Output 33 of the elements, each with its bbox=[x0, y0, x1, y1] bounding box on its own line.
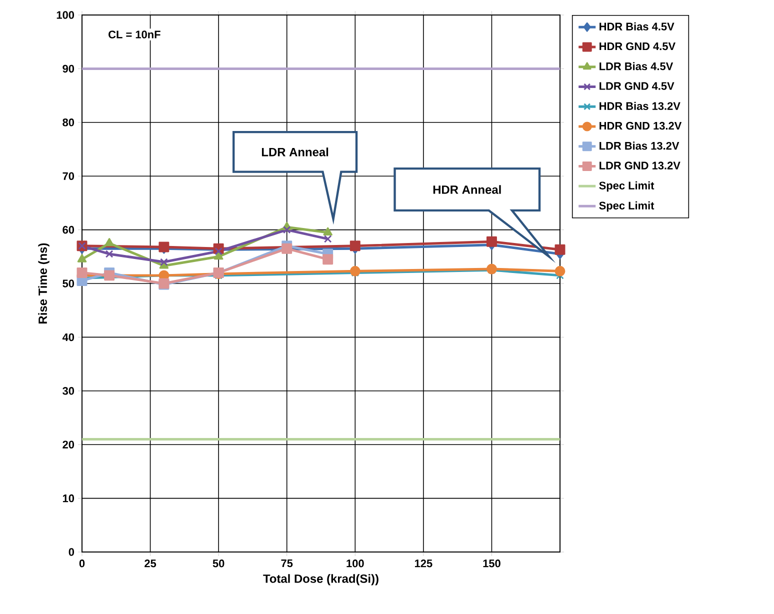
x-tick-label: 25 bbox=[144, 560, 156, 568]
legend-label: LDR Bias 4.5V bbox=[600, 62, 674, 70]
legend-label: HDR GND 4.5V bbox=[600, 42, 676, 50]
x-tick-label: 75 bbox=[281, 560, 293, 568]
y-tick-label: 60 bbox=[62, 226, 74, 234]
legend-label: HDR GND 13.2V bbox=[600, 122, 682, 130]
legend-label: LDR Bias 13.2V bbox=[600, 142, 680, 150]
annotation: CL = 10nF bbox=[108, 30, 160, 38]
x-tick-label: 150 bbox=[483, 560, 500, 568]
x-axis-title: Total Dose (krad(Si)) bbox=[263, 574, 378, 586]
y-tick-label: 80 bbox=[62, 118, 74, 126]
legend-label: HDR Bias 13.2V bbox=[600, 102, 680, 110]
y-tick-label: 100 bbox=[56, 11, 74, 19]
y-tick-label: 90 bbox=[62, 64, 74, 73]
y-tick-label: 50 bbox=[62, 280, 74, 288]
y-tick-label: 10 bbox=[62, 494, 74, 502]
y-tick-label: 40 bbox=[62, 333, 74, 342]
y-tick-label: 30 bbox=[62, 387, 74, 395]
legend-label: Spec Limit bbox=[599, 201, 654, 212]
y-tick-label: 20 bbox=[62, 440, 74, 448]
annotation: LDR Anneal bbox=[262, 148, 328, 156]
legend-label: LDR GND 13.2V bbox=[600, 162, 680, 170]
legend-label: Spec Limit bbox=[599, 181, 654, 192]
legend-label: HDR Bias 4.5V bbox=[600, 22, 674, 30]
x-tick-label: 100 bbox=[346, 560, 364, 568]
legend-label: LDR GND 4.5V bbox=[600, 82, 674, 90]
y-axis-title: Rise Time (ns) bbox=[38, 243, 50, 324]
x-tick-label: 50 bbox=[212, 560, 224, 568]
y-tick-label: 70 bbox=[62, 172, 74, 180]
x-tick-label: 0 bbox=[79, 560, 85, 568]
y-tick-label: 0 bbox=[68, 548, 74, 556]
x-tick-label: 125 bbox=[414, 560, 432, 568]
annotation: HDR Anneal bbox=[433, 185, 501, 194]
